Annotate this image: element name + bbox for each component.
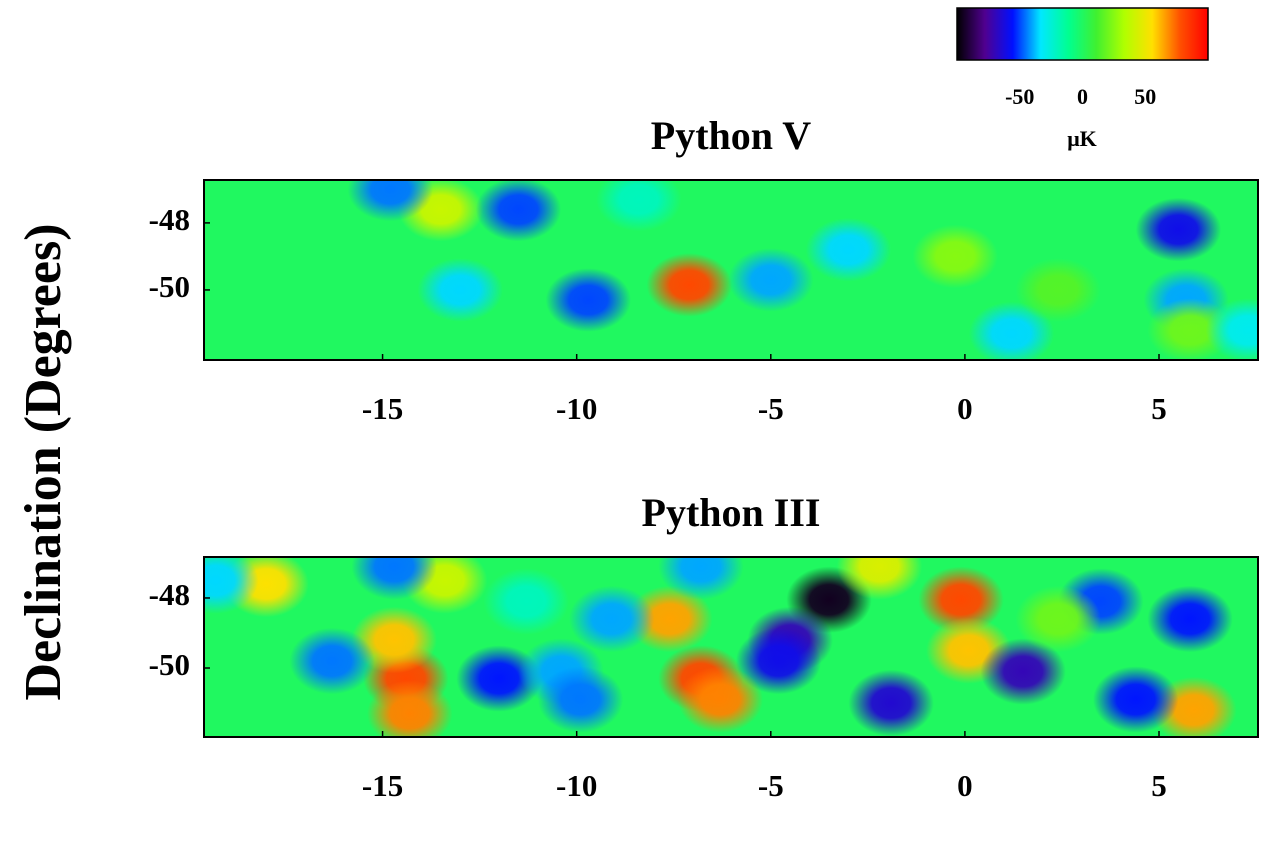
colorbar [956,7,1209,61]
x-tick-label: 0 [957,768,973,803]
map-spot [351,557,437,600]
map-spot [658,557,744,600]
x-tick-label: -15 [362,391,403,426]
map-spot [735,627,822,695]
x-tick-label: -5 [758,391,784,426]
map-spot [1135,197,1222,262]
map-frame [203,179,1259,361]
map-spot [677,666,764,733]
map-spot [1015,585,1101,653]
x-tick-label: -15 [362,768,403,803]
map-frame [203,556,1259,738]
map-spot [1015,258,1101,322]
x-tick-label: -10 [556,391,597,426]
map-spot [347,180,434,222]
colorbar-label: μK [1067,126,1097,151]
map-spot [417,258,503,322]
map-spot [1147,585,1233,653]
x-tick-label: -5 [758,768,784,803]
colorbar-tick-label: 50 [1134,84,1156,109]
map-spot [1205,298,1258,360]
map-spot [912,224,998,289]
y-axis-label: Declination (Degrees) [15,223,72,700]
x-tick-label: -10 [556,768,597,803]
x-tick-label: 5 [1151,768,1167,803]
map-spot [483,568,569,635]
map [204,557,1258,737]
map-spot [537,666,624,733]
map-spot [545,268,632,332]
map-spot [475,180,562,242]
map-spot [367,680,453,737]
map-spot [289,627,375,695]
map-spot [568,585,655,653]
map-spot [646,253,732,317]
y-tick-label: -50 [149,269,190,304]
map-spot [836,557,923,600]
map-spot [1093,666,1179,733]
colorbar-tick-label: 0 [1077,84,1088,109]
y-tick-label: -48 [149,577,190,612]
x-tick-label: 0 [957,391,973,426]
map-spot [805,217,892,282]
map-spot [204,557,259,614]
panel-title: Python III [642,490,821,535]
map-spot [980,638,1066,705]
map-spot [728,248,814,312]
map-spot [968,301,1055,360]
map [204,180,1258,360]
panel-title: Python V [651,113,812,158]
map-spot [596,180,682,232]
y-tick-label: -48 [149,202,190,237]
map-spot [918,566,1004,633]
colorbar-tick-label: -50 [1005,84,1034,109]
x-tick-label: 5 [1151,391,1167,426]
map-spot [848,669,934,737]
y-tick-label: -50 [149,647,190,682]
